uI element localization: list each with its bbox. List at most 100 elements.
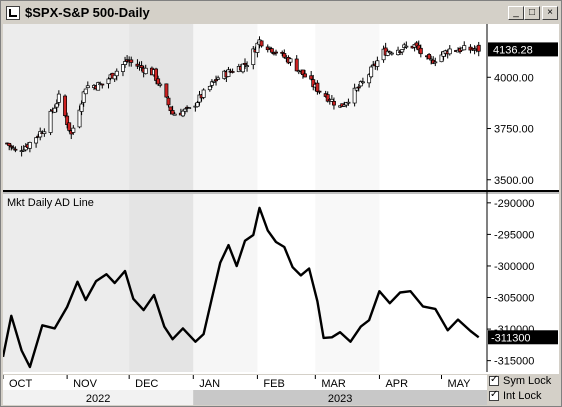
- candle-body: [433, 61, 438, 64]
- candle-body: [79, 103, 84, 112]
- ad-tick-label: -290000: [494, 198, 534, 210]
- candle-body: [13, 148, 18, 151]
- candle: [352, 83, 357, 107]
- candle: [259, 40, 264, 48]
- candle-body: [346, 101, 351, 104]
- candle-body: [317, 90, 322, 93]
- candle-body: [195, 102, 200, 108]
- candle-body: [27, 142, 32, 149]
- candle: [294, 55, 299, 72]
- candle-body: [352, 87, 357, 104]
- candle: [331, 97, 336, 110]
- month-label: APR: [385, 378, 408, 390]
- candle-body: [251, 48, 256, 65]
- candle: [346, 98, 351, 106]
- candle: [356, 83, 361, 92]
- month-band: [315, 24, 380, 190]
- candle-body: [85, 85, 90, 89]
- candle: [38, 127, 43, 141]
- time-axis: OCT NOV DEC JAN FEB MAR APR MAY 2022 2023: [3, 375, 487, 405]
- candle: [418, 44, 423, 58]
- candle: [65, 112, 70, 129]
- candle: [360, 77, 365, 85]
- month-label: JAN: [199, 378, 220, 390]
- candle-body: [67, 122, 72, 131]
- candle-body: [42, 131, 47, 134]
- chart-area[interactable]: 4000.00 3750.00 3500.00 -290000 -295000 -3000…: [3, 24, 559, 374]
- candle-body: [48, 110, 53, 133]
- candle-body: [387, 51, 392, 54]
- candle-body: [267, 46, 272, 49]
- month-label: FEB: [263, 378, 284, 390]
- candle: [85, 81, 90, 89]
- candle-body: [56, 93, 61, 103]
- candle-body: [100, 83, 105, 86]
- month-label: MAY: [447, 378, 471, 390]
- candle-body: [172, 113, 177, 116]
- candle-body: [375, 60, 380, 67]
- maximize-button[interactable]: □: [524, 6, 540, 20]
- month-row: [3, 375, 487, 390]
- minimize-button[interactable]: _: [508, 6, 524, 20]
- candle-body: [7, 142, 12, 147]
- candle: [164, 83, 169, 98]
- candle-body: [121, 64, 125, 72]
- close-button[interactable]: ×: [542, 6, 558, 20]
- candle: [274, 49, 278, 56]
- candle: [106, 77, 111, 89]
- candle: [369, 65, 374, 79]
- candle-body: [207, 85, 212, 91]
- candle-body: [389, 52, 394, 55]
- month-band: [193, 24, 258, 190]
- candle-body: [187, 107, 192, 109]
- title-bar[interactable]: $SPX-S&P 500-Daily _ □ ×: [3, 3, 559, 23]
- candle-body: [418, 47, 423, 55]
- candle-body: [158, 83, 163, 86]
- candle: [158, 82, 163, 88]
- month-band: [193, 194, 258, 372]
- candle-body: [356, 86, 361, 89]
- candle-body: [245, 65, 250, 68]
- candle-body: [309, 75, 314, 80]
- month-label: MAR: [321, 378, 346, 390]
- candle-body: [472, 48, 477, 51]
- year-2022-band: [3, 390, 194, 405]
- candle: [201, 88, 206, 100]
- candle: [79, 100, 84, 116]
- price-candles: [5, 36, 481, 157]
- time-axis-footer: OCT NOV DEC JAN FEB MAR APR MAY 2022 2023 Sym Loc…: [3, 374, 559, 405]
- sym-lock-checkbox[interactable]: Sym Lock: [489, 374, 551, 387]
- int-lock-checkbox[interactable]: Int Lock: [489, 389, 542, 402]
- candle-body: [230, 71, 235, 73]
- candle: [240, 63, 245, 74]
- candle: [63, 94, 68, 118]
- candle: [187, 107, 192, 109]
- candle-body: [212, 80, 216, 83]
- candle: [375, 56, 380, 71]
- chart-icon[interactable]: [6, 6, 20, 20]
- candle: [325, 91, 330, 103]
- candle-body: [476, 44, 481, 52]
- candle: [96, 81, 101, 91]
- candle-body: [400, 49, 405, 53]
- price-tick-label: 3750.00: [494, 124, 534, 136]
- ad-current-box: [488, 330, 558, 345]
- candle-body: [154, 68, 159, 81]
- check-icon: [489, 389, 499, 402]
- candle-body: [139, 65, 144, 68]
- month-band: [315, 194, 380, 372]
- candle: [317, 90, 322, 95]
- candle-body: [77, 109, 82, 128]
- candle-body: [404, 45, 409, 48]
- candle: [48, 109, 53, 136]
- candle: [67, 122, 72, 133]
- candle-body: [201, 89, 206, 98]
- candle-body: [259, 40, 264, 47]
- candle: [13, 146, 18, 153]
- candle: [216, 75, 221, 80]
- ad-tick-label: -300000: [494, 261, 534, 273]
- ad-line: [3, 206, 480, 369]
- candle-body: [156, 78, 161, 85]
- candle: [447, 45, 452, 56]
- candle: [358, 80, 363, 87]
